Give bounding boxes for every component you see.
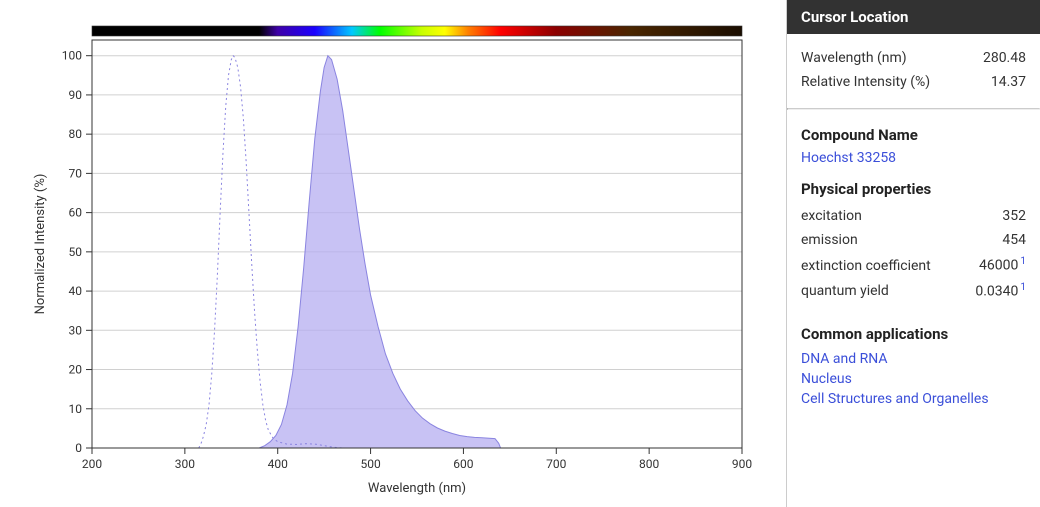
application-link[interactable]: DNA and RNA bbox=[801, 351, 888, 367]
application-item: Cell Structures and Organelles bbox=[801, 389, 1026, 409]
application-link[interactable]: Nucleus bbox=[801, 371, 852, 387]
application-item: DNA and RNA bbox=[801, 349, 1026, 369]
physical-row-label: excitation bbox=[801, 208, 862, 224]
applications-section-title: Common applications bbox=[801, 325, 1026, 343]
footnote-ref[interactable]: 1 bbox=[1020, 282, 1026, 293]
svg-text:200: 200 bbox=[82, 457, 102, 471]
svg-text:10: 10 bbox=[69, 402, 83, 416]
cursor-wavelength-row: Wavelength (nm) 280.48 bbox=[801, 46, 1026, 70]
svg-text:900: 900 bbox=[732, 457, 752, 471]
footnote-ref[interactable]: 1 bbox=[1020, 256, 1026, 267]
physical-section-title: Physical properties bbox=[801, 180, 1026, 198]
svg-text:100: 100 bbox=[62, 49, 82, 63]
svg-text:800: 800 bbox=[639, 457, 659, 471]
svg-text:50: 50 bbox=[69, 245, 83, 259]
compound-section-title: Compound Name bbox=[801, 126, 1026, 144]
physical-row: quantum yield 0.03401 bbox=[801, 278, 1026, 304]
y-axis-label: Normalized Intensity (%) bbox=[33, 174, 48, 315]
cursor-wavelength-label: Wavelength (nm) bbox=[801, 50, 907, 66]
physical-row-value: 460001 bbox=[979, 256, 1026, 274]
svg-text:70: 70 bbox=[69, 166, 83, 180]
info-panel: Cursor Location Wavelength (nm) 280.48 R… bbox=[786, 0, 1040, 507]
compound-name: Hoechst 33258 bbox=[801, 150, 1026, 166]
application-item: Nucleus bbox=[801, 369, 1026, 389]
physical-row-label: emission bbox=[801, 232, 858, 248]
physical-row: emission 454 bbox=[801, 228, 1026, 252]
svg-text:600: 600 bbox=[453, 457, 473, 471]
svg-text:80: 80 bbox=[69, 127, 83, 141]
chart-pane: 200 300 400 500 600 700 800 900 0 10 20 30 40 50 60 70 8… bbox=[0, 0, 786, 507]
svg-text:0: 0 bbox=[75, 441, 82, 455]
cursor-location-body: Wavelength (nm) 280.48 Relative Intensit… bbox=[787, 34, 1040, 108]
cursor-location-header: Cursor Location bbox=[787, 0, 1040, 34]
physical-rows: excitation 352 emission 454 extinction coeff… bbox=[801, 204, 1026, 303]
physical-row-value: 352 bbox=[1002, 208, 1026, 224]
physical-row-value: 454 bbox=[1002, 232, 1026, 248]
cursor-location-title: Cursor Location bbox=[801, 8, 908, 26]
cursor-intensity-row: Relative Intensity (%) 14.37 bbox=[801, 70, 1026, 94]
svg-text:500: 500 bbox=[360, 457, 380, 471]
svg-text:20: 20 bbox=[69, 363, 83, 377]
cursor-intensity-label: Relative Intensity (%) bbox=[801, 74, 930, 90]
applications-list: DNA and RNA Nucleus Cell Structures and Or… bbox=[801, 349, 1026, 409]
svg-text:700: 700 bbox=[546, 457, 566, 471]
compound-section: Compound Name Hoechst 33258 Physical pro… bbox=[787, 110, 1040, 423]
application-link[interactable]: Cell Structures and Organelles bbox=[801, 391, 989, 407]
physical-row-value: 0.03401 bbox=[975, 282, 1026, 300]
x-axis-label: Wavelength (nm) bbox=[368, 481, 466, 496]
svg-text:60: 60 bbox=[69, 206, 83, 220]
cursor-wavelength-value: 280.48 bbox=[983, 50, 1026, 66]
svg-text:40: 40 bbox=[69, 284, 83, 298]
cursor-intensity-value: 14.37 bbox=[991, 74, 1026, 90]
physical-row-label: extinction coefficient bbox=[801, 258, 931, 274]
svg-text:300: 300 bbox=[175, 457, 195, 471]
compound-name-link[interactable]: Hoechst 33258 bbox=[801, 150, 896, 166]
svg-text:90: 90 bbox=[69, 88, 83, 102]
physical-row: extinction coefficient 460001 bbox=[801, 252, 1026, 278]
svg-text:30: 30 bbox=[69, 323, 83, 337]
physical-row: excitation 352 bbox=[801, 204, 1026, 228]
svg-text:400: 400 bbox=[268, 457, 288, 471]
physical-row-label: quantum yield bbox=[801, 283, 889, 299]
spectrum-chart[interactable]: 200 300 400 500 600 700 800 900 0 10 20 30 40 50 60 70 8… bbox=[20, 10, 766, 497]
